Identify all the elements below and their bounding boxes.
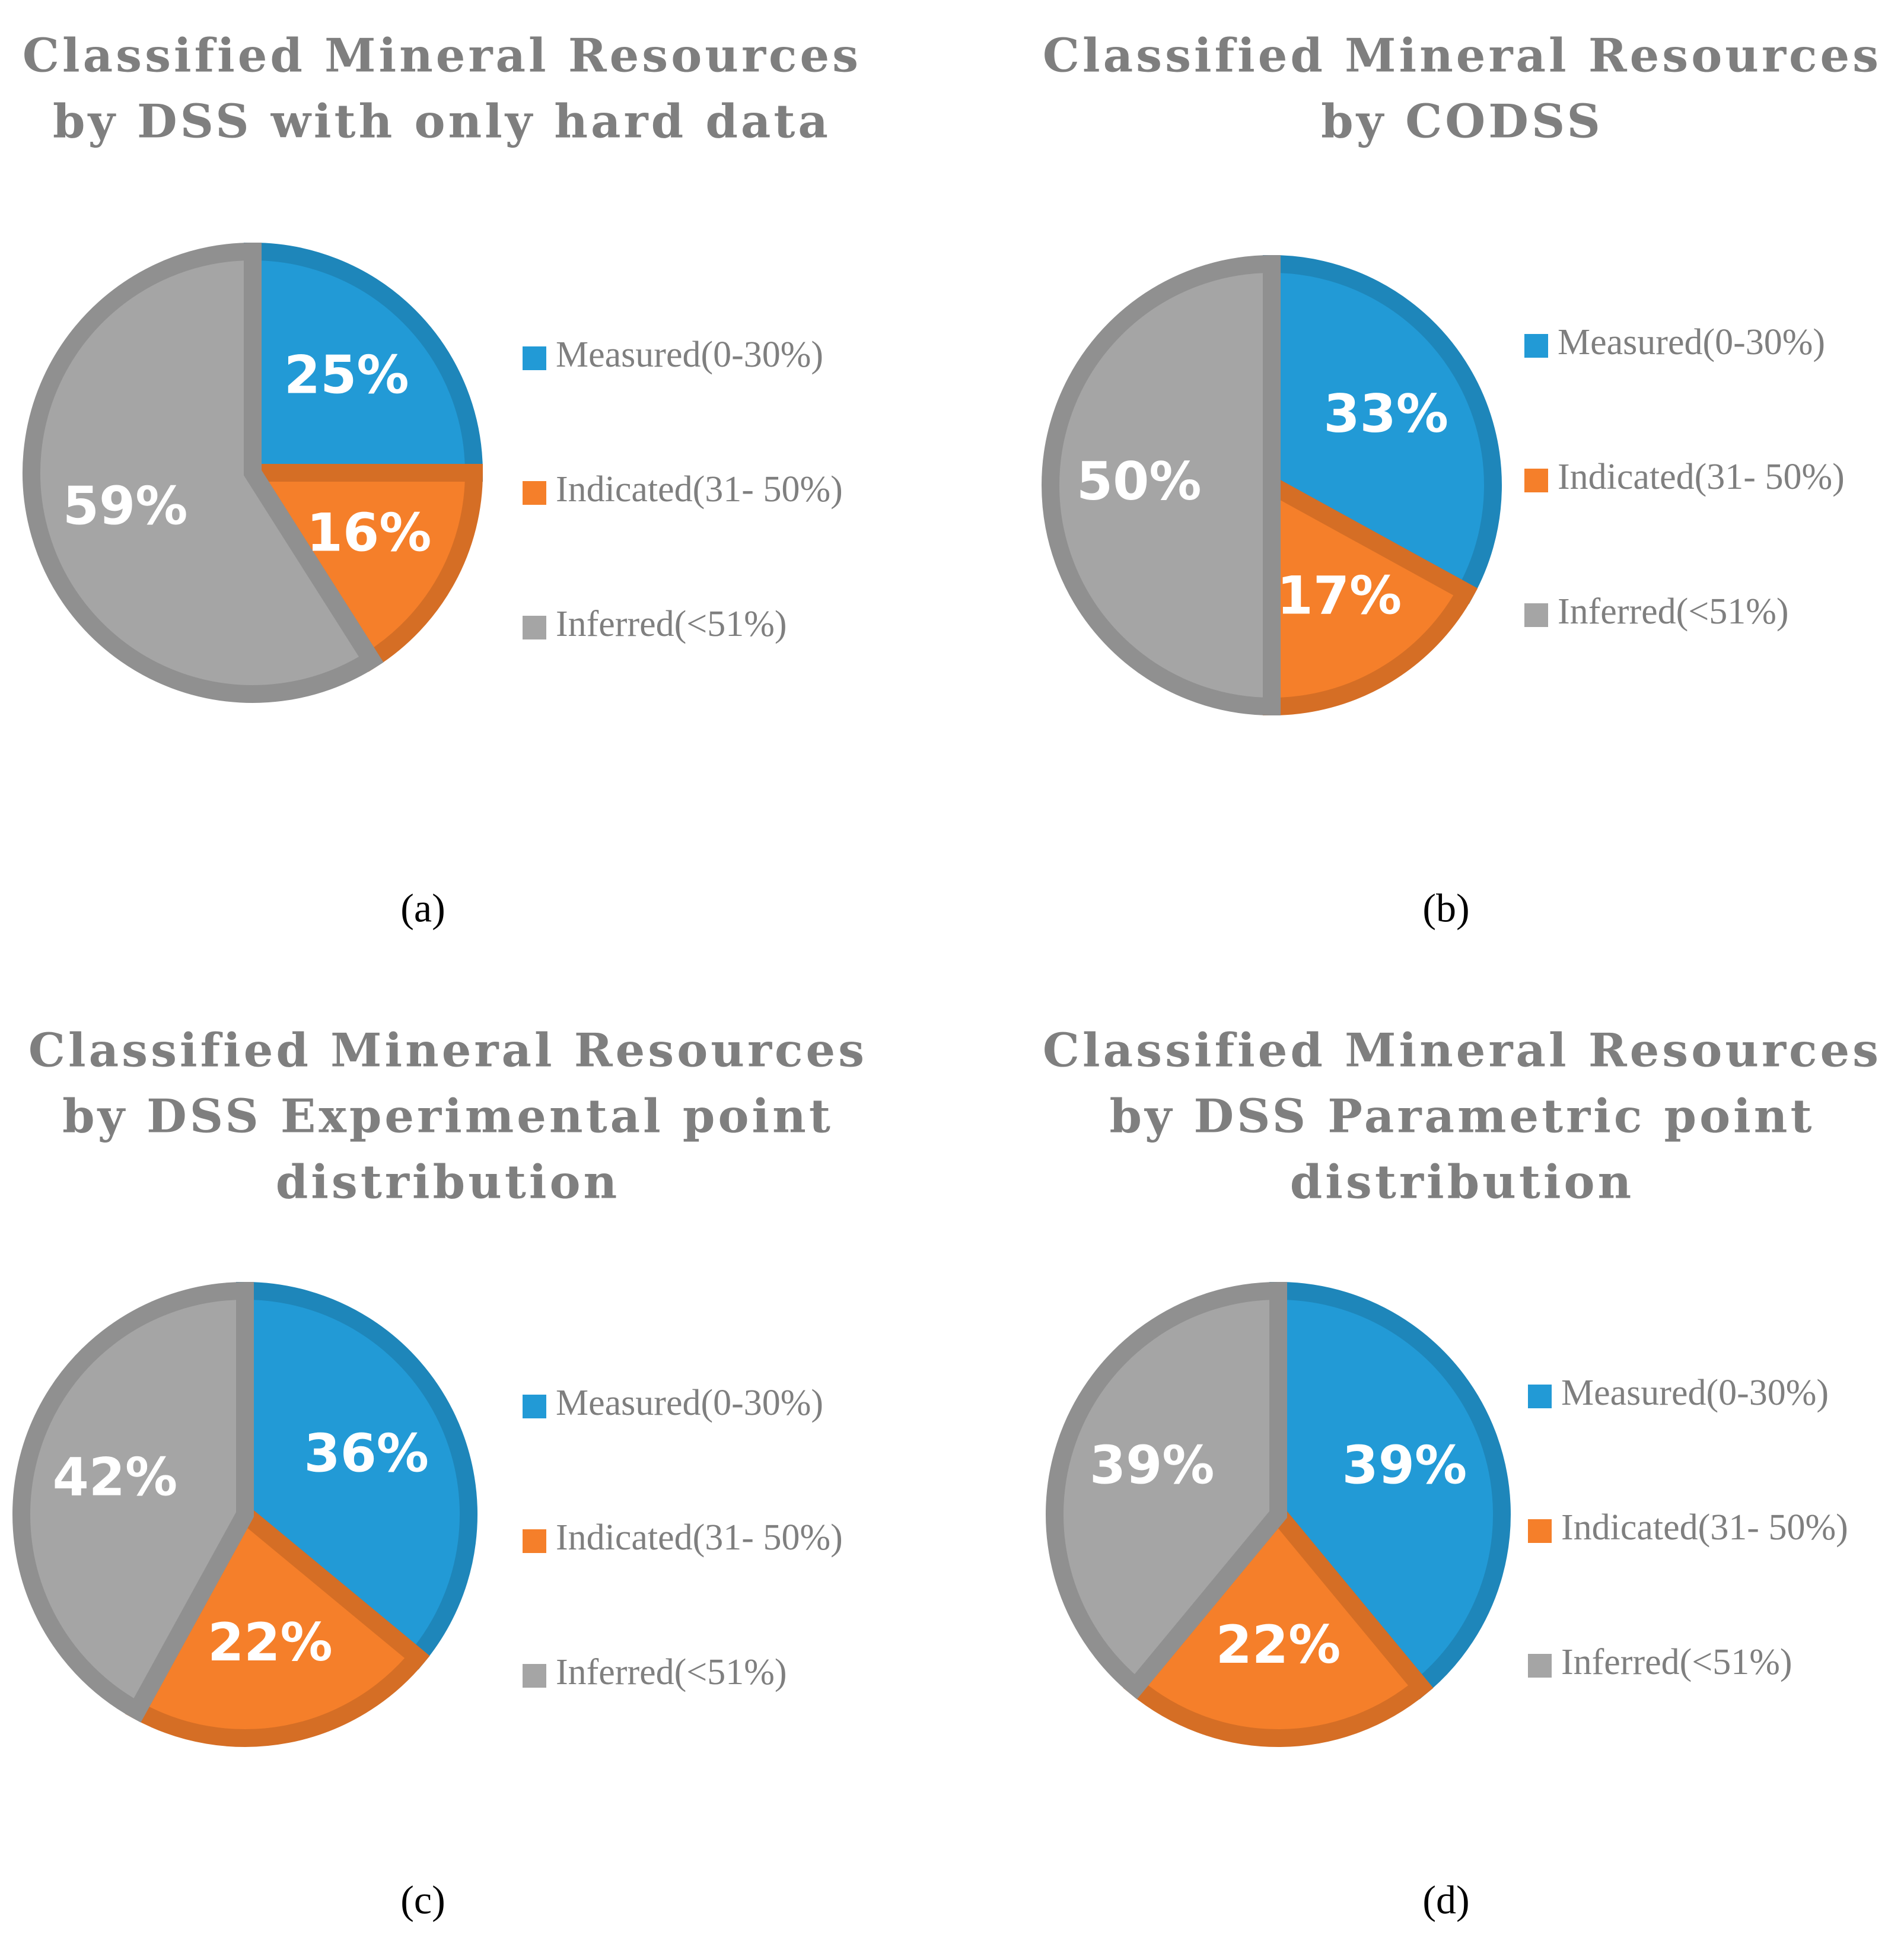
legend-swatch	[523, 346, 546, 370]
chart-title: by DSS Experimental point	[62, 1090, 833, 1144]
chart-panel: Classified Mineral Resources by CODSS 33% 1…	[1042, 29, 1881, 931]
legend-label: Inferred(<51%)	[1561, 1642, 1792, 1682]
legend-swatch	[1524, 603, 1548, 627]
legend-swatch	[523, 1664, 546, 1688]
pie-slice	[125, 1500, 430, 1747]
legend-label: Measured(0-30%)	[556, 335, 823, 375]
value-label: 39%	[1090, 1434, 1215, 1495]
legend-label: Indicated(31- 50%)	[556, 469, 843, 510]
pie-slice	[1046, 1281, 1287, 1700]
legend-label: Inferred(<51%)	[1558, 591, 1789, 632]
legend-swatch	[523, 1395, 546, 1418]
pie-slice	[244, 242, 483, 482]
pie-slice	[236, 464, 483, 672]
value-label: 33%	[1323, 383, 1448, 444]
pie-slice	[236, 1281, 477, 1670]
legend-swatch	[1524, 334, 1548, 358]
value-label: 42%	[53, 1447, 178, 1508]
legend-label: Indicated(31- 50%)	[1558, 457, 1845, 497]
panel-caption: (a)	[400, 886, 445, 931]
legend-label: Inferred(<51%)	[556, 604, 787, 644]
chart-title: distribution	[276, 1156, 620, 1210]
pie-slice	[1042, 254, 1281, 716]
panel-caption: (d)	[1422, 1878, 1469, 1923]
value-label: 50%	[1077, 451, 1202, 512]
legend-label: Inferred(<51%)	[556, 1652, 787, 1692]
value-label: 22%	[208, 1612, 333, 1673]
chart-title: Classified Mineral Resources	[23, 29, 861, 83]
pie-slice	[1123, 1500, 1434, 1747]
legend-swatch	[523, 616, 546, 639]
legend-label: Indicated(31- 50%)	[556, 1517, 843, 1558]
value-label: 16%	[307, 502, 432, 564]
legend-swatch	[1528, 1654, 1552, 1678]
chart-title: distribution	[1290, 1156, 1634, 1210]
panel-caption: (b)	[1422, 886, 1469, 931]
chart-title: Classified Mineral Resources	[1043, 29, 1881, 83]
pie-slice	[12, 1281, 254, 1723]
chart-panel: Classified Mineral Resources by DSS Exper…	[12, 1024, 867, 1923]
legend-swatch	[523, 1529, 546, 1553]
value-label: 17%	[1277, 565, 1402, 626]
chart-title: Classified Mineral Resources	[28, 1024, 867, 1078]
value-label: 25%	[284, 345, 409, 406]
value-label: 22%	[1216, 1614, 1341, 1675]
chart-title: by CODSS	[1321, 95, 1603, 149]
legend-swatch	[523, 481, 546, 505]
chart-title: by DSS Parametric point	[1110, 1090, 1815, 1144]
legend-swatch	[1524, 469, 1548, 492]
pie-slice	[1263, 470, 1478, 716]
legend-label: Measured(0-30%)	[1558, 322, 1825, 362]
value-label: 36%	[304, 1423, 429, 1484]
legend-swatch	[1528, 1385, 1552, 1408]
pie-slice	[23, 242, 384, 703]
chart-title: Classified Mineral Resources	[1043, 1024, 1881, 1078]
chart-panel: Classified Mineral Resources by DSS with …	[23, 29, 861, 931]
chart-panel: Classified Mineral Resources by DSS Param…	[1043, 1024, 1881, 1923]
panel-caption: (c)	[400, 1878, 445, 1923]
legend-swatch	[1528, 1519, 1552, 1543]
value-label: 59%	[63, 475, 188, 536]
legend-label: Measured(0-30%)	[1561, 1373, 1829, 1413]
value-label: 39%	[1342, 1434, 1467, 1495]
chart-title: by DSS with only hard data	[53, 95, 831, 149]
legend-label: Measured(0-30%)	[556, 1383, 823, 1423]
pie-slice	[1269, 1281, 1511, 1700]
legend-label: Indicated(31- 50%)	[1561, 1507, 1848, 1548]
